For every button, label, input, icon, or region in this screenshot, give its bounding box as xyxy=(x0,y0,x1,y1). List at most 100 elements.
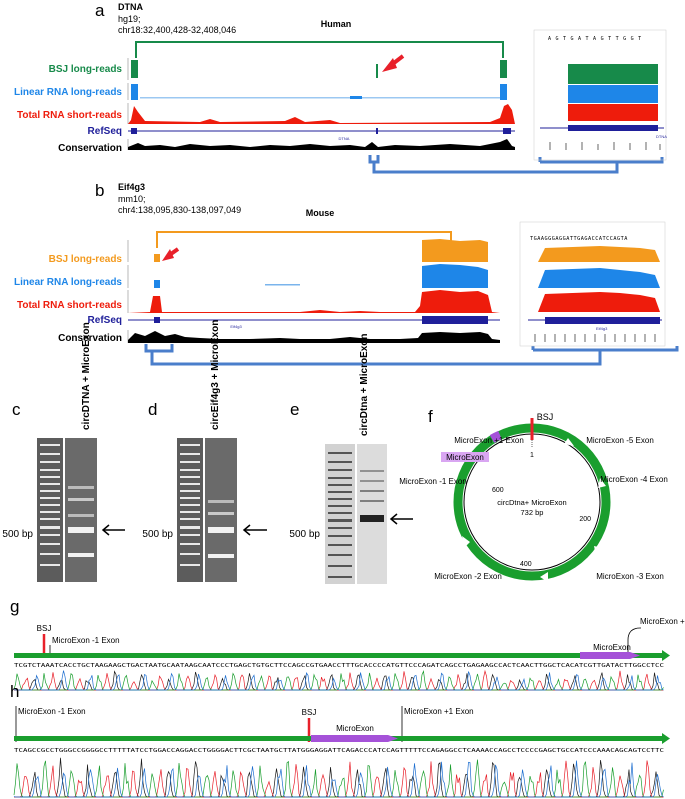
panel-g-chromatogram xyxy=(13,669,664,691)
panel-b-linear-bar-micro xyxy=(154,280,160,288)
panel-c-ladder-lane xyxy=(37,438,63,582)
panel-d-sample-bands xyxy=(208,500,234,558)
panel-f-tick-1: 1 xyxy=(530,452,534,459)
panel-b-label-refseq: RefSeq xyxy=(88,315,122,326)
panel-a-zoom-conservation xyxy=(549,142,661,150)
panel-b-zoom-refseq xyxy=(545,317,660,324)
panel-c-marker-label: 500 bp xyxy=(2,529,33,540)
panel-h-plus1-label: MicroExon +1 Exon xyxy=(404,707,474,716)
panel-a-bsj-arc xyxy=(135,41,504,58)
panel-h-microexon-bar xyxy=(311,735,398,742)
panel-a-bsj-bar-micro xyxy=(376,64,378,78)
panel-b-label-total: Total RNA short-reads xyxy=(17,300,122,311)
panel-a-linear-bar-left xyxy=(131,84,138,100)
panel-f-tick-400: 400 xyxy=(520,561,532,568)
panel-h: h MicroExon -1 Exon BSJ MicroExon +1 Exo… xyxy=(10,682,670,798)
panel-d-ladder-lane xyxy=(177,438,203,582)
panel-a-zoom-bracket xyxy=(368,155,664,174)
panel-a-total-area xyxy=(128,104,515,124)
panel-b-gene: Eif4g3 xyxy=(118,182,145,192)
panel-a-coords: chr18:32,400,428-32,408,046 xyxy=(118,25,236,35)
panel-f-exon-boundaries xyxy=(462,438,606,582)
panel-b-zoom-total xyxy=(528,292,660,312)
panel-a-zoom-sequence: AGTGATAGTTGGT xyxy=(548,36,646,42)
panel-a-refseq-exon-micro xyxy=(376,128,378,134)
panel-a-label-bsj: BSJ long-reads xyxy=(49,64,123,75)
panel-a-assembly: hg19; xyxy=(118,14,141,24)
panel-f-tick-600: 600 xyxy=(492,487,504,494)
panel-f-microexon-label-bg xyxy=(441,452,489,462)
panel-a-bsj-bar-left xyxy=(131,60,138,78)
panel-a-linear-bar-right xyxy=(500,84,507,100)
panel-b-zoom-conservation xyxy=(534,334,656,342)
panel-g-microexon-label: MicroExon xyxy=(593,643,631,652)
panel-h-chromatogram xyxy=(13,757,664,798)
panel-c-sample-lane xyxy=(65,438,97,582)
panel-b-red-arrow-icon xyxy=(162,247,180,261)
panel-a-refseq-gene-label: DTNA xyxy=(339,136,350,141)
panel-f-center-size: 732 bp xyxy=(521,508,544,517)
panel-b-bsj-block xyxy=(422,239,488,262)
panel-d-ladder-bands xyxy=(180,444,200,566)
panel-f-exon-minus5: MicroExon -5 Exon xyxy=(586,436,654,445)
panel-g-plus1-label: MicroExon +1 Exon xyxy=(640,617,685,626)
panel-b: b Eif4g3 mm10; chr4:138,095,830-138,097,… xyxy=(14,181,679,366)
panel-b-zoom-bsj xyxy=(538,246,660,262)
panel-a-conservation-area xyxy=(128,139,515,150)
panel-a-label-total: Total RNA short-reads xyxy=(17,110,122,121)
panel-f: f BSJ 1 200 400 600 circDtna+ MicroExon … xyxy=(399,407,668,582)
panel-b-label-linear: Linear RNA long-reads xyxy=(14,277,122,288)
panel-b-total-area xyxy=(128,290,500,313)
panel-b-zoom-sequence: TGAAGGGAGGATTGAGACCATCCAGTA xyxy=(530,236,628,242)
panel-g-sequence: TCGTCTAAATCACCTGCTAAGAAGCTGACTAATGCAATAA… xyxy=(14,663,664,669)
panel-b-refseq-gene-label: Eif4g3 xyxy=(230,324,242,329)
panel-b-letter: b xyxy=(95,181,104,200)
panel-a-zoom-bsj xyxy=(568,64,658,84)
panel-b-bsj-arc xyxy=(156,231,452,248)
panel-a-gene: DTNA xyxy=(118,2,143,12)
panel-a-zoom-total xyxy=(568,104,658,121)
panel-a-label-linear: Linear RNA long-reads xyxy=(14,87,122,98)
panel-a-refseq-exon-left xyxy=(131,128,137,134)
panel-d-sample-lane xyxy=(205,438,237,582)
panel-d-title: circEif4g3 + MicroExon xyxy=(210,320,221,430)
chromatogram-trace xyxy=(13,759,664,798)
panel-c-ladder-bands xyxy=(40,444,60,566)
panel-a-linear-bump xyxy=(350,96,362,99)
panel-e-letter: e xyxy=(290,400,299,419)
chromatogram-trace xyxy=(13,670,664,691)
panel-a-zoom-linear xyxy=(568,85,658,103)
panel-c-title: circDTNA + MicroExon xyxy=(81,322,92,430)
panel-b-label-conservation: Conservation xyxy=(58,333,122,344)
chromatogram-trace xyxy=(13,760,664,798)
panel-f-letter: f xyxy=(428,407,433,426)
panel-h-bsj-label: BSJ xyxy=(302,708,317,717)
panel-a: a DTNA hg19; chr18:32,400,428-32,408,046… xyxy=(14,1,667,174)
panel-f-bsj-label: BSJ xyxy=(537,412,554,422)
panel-g-microexon-bar xyxy=(580,652,640,659)
panel-h-minus1-label: MicroExon -1 Exon xyxy=(18,707,86,716)
panel-g-bsj-label: BSJ xyxy=(37,624,52,633)
panel-b-zoom-bracket xyxy=(144,344,679,366)
panel-e-marker-label: 500 bp xyxy=(289,529,320,540)
panel-f-tick-200: 200 xyxy=(579,516,591,523)
panel-b-linear-block xyxy=(422,264,488,288)
panel-d-letter: d xyxy=(148,400,157,419)
panel-h-sequence: TCAGCCGCCTGGGCCGGGGCCTTTTTATCCTGGACCAGGA… xyxy=(14,748,664,754)
panel-d-marker-label: 500 bp xyxy=(142,529,173,540)
panel-a-zoom-gene-label: DTNA xyxy=(656,134,667,139)
panel-b-zoom-linear xyxy=(538,268,660,288)
panel-e-sample-lane xyxy=(357,444,387,584)
panel-a-linear-baseline xyxy=(140,97,500,99)
panel-g-letter: g xyxy=(10,597,19,616)
panel-b-zoom-inset: TGAAGGGAGGATTGAGACCATCCAGTA Eif4g3 xyxy=(519,221,666,347)
panel-h-microexon-label: MicroExon xyxy=(336,724,374,733)
panel-g: g BSJ MicroExon -1 Exon MicroExon MicroE… xyxy=(10,597,685,691)
panel-a-refseq-exon-right xyxy=(503,128,511,134)
panel-a-zoom-inset: AGTGATAGTTGGT DTNA xyxy=(533,29,667,161)
panel-a-label-conservation: Conservation xyxy=(58,143,122,154)
panel-g-exon-bar xyxy=(14,653,664,658)
panel-f-exon-minus1: MicroExon -1 Exon xyxy=(399,477,467,486)
panel-a-label-refseq: RefSeq xyxy=(88,126,122,137)
panel-f-microexon-label: MicroExon xyxy=(446,453,484,462)
